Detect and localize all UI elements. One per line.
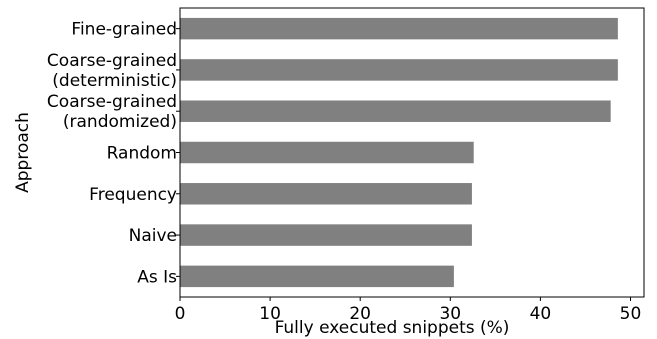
x-tick-label-0: 0: [175, 304, 186, 324]
category-label-4: Frequency: [89, 185, 177, 205]
bar-3: [180, 141, 474, 164]
category-label-5: Naive: [129, 226, 177, 246]
bar-6: [180, 265, 454, 288]
x-tick-label-1: 10: [259, 304, 281, 324]
x-tick-label-5: 50: [620, 304, 642, 324]
bars-group: [180, 17, 618, 288]
y-axis-label: Approach: [13, 112, 33, 193]
category-label-6: As Is: [137, 267, 177, 287]
plot-frame: [179, 7, 645, 298]
x-ticks: 0 10 20 30 40 50: [175, 297, 642, 324]
bar-4: [180, 183, 472, 205]
category-label-2: Coarse-grained (randomized): [47, 92, 177, 132]
x-tick-label-3: 30: [439, 304, 461, 324]
x-axis-label: Fully executed snippets (%): [275, 318, 510, 338]
bar-5: [180, 224, 472, 246]
x-tick-label-4: 40: [530, 304, 552, 324]
category-label-3: Random: [107, 144, 177, 164]
category-label-0: Fine-grained: [71, 20, 177, 40]
x-tick-label-2: 20: [349, 304, 371, 324]
bar-0: [180, 17, 618, 40]
bar-2: [180, 100, 611, 122]
category-labels: Fine-grained Coarse-grained (deterministic…: [47, 20, 180, 287]
category-label-1: Coarse-grained (deterministic): [47, 51, 177, 91]
bar-1: [180, 59, 618, 81]
